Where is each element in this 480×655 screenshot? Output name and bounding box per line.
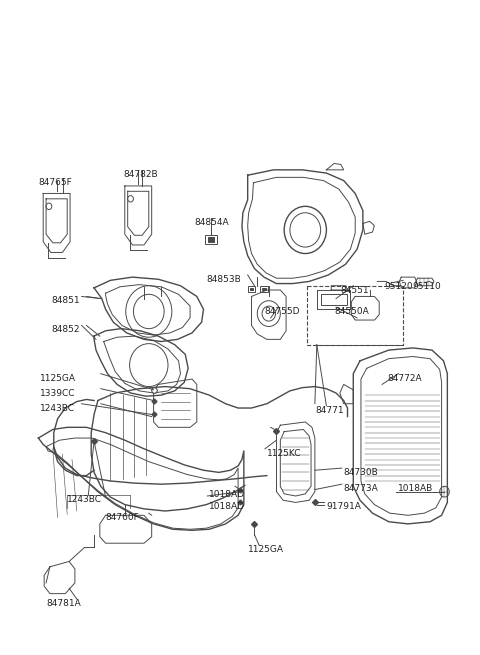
Text: 84551: 84551	[341, 286, 370, 295]
Text: 84781A: 84781A	[46, 599, 81, 608]
Text: 84730B: 84730B	[344, 468, 378, 477]
Text: 1018AD: 1018AD	[209, 502, 245, 512]
Text: 84853B: 84853B	[206, 275, 241, 284]
Text: 84852: 84852	[52, 326, 80, 335]
Text: 1125GA: 1125GA	[248, 546, 284, 554]
Text: 84772A: 84772A	[387, 374, 421, 383]
Text: 84854A: 84854A	[194, 218, 228, 227]
Text: 84760F: 84760F	[106, 513, 139, 522]
Bar	[262, 288, 266, 290]
Text: 84771: 84771	[315, 406, 344, 415]
Text: 1339CC: 1339CC	[40, 388, 76, 398]
Text: 84765F: 84765F	[38, 178, 72, 187]
Bar	[248, 286, 255, 292]
Text: 1243BC: 1243BC	[40, 403, 75, 413]
Text: 1018AD: 1018AD	[209, 489, 245, 498]
Text: 1125KC: 1125KC	[267, 449, 301, 458]
Bar	[250, 288, 253, 290]
Bar	[307, 286, 403, 345]
Text: 84851: 84851	[52, 297, 81, 305]
Bar	[321, 294, 347, 305]
Text: 1243BC: 1243BC	[67, 495, 102, 504]
Text: 1125GA: 1125GA	[40, 374, 76, 383]
Bar	[260, 286, 268, 292]
Text: 84550A: 84550A	[334, 307, 369, 316]
Bar	[208, 238, 214, 242]
Text: 84773A: 84773A	[344, 484, 378, 493]
Text: 84782B: 84782B	[123, 170, 157, 179]
Text: 91791A: 91791A	[326, 502, 361, 512]
Bar	[205, 235, 217, 244]
Text: 95110: 95110	[413, 282, 442, 291]
Text: 1018AB: 1018AB	[398, 484, 433, 493]
Text: 84755D: 84755D	[264, 307, 300, 316]
Text: 95120: 95120	[384, 282, 413, 291]
